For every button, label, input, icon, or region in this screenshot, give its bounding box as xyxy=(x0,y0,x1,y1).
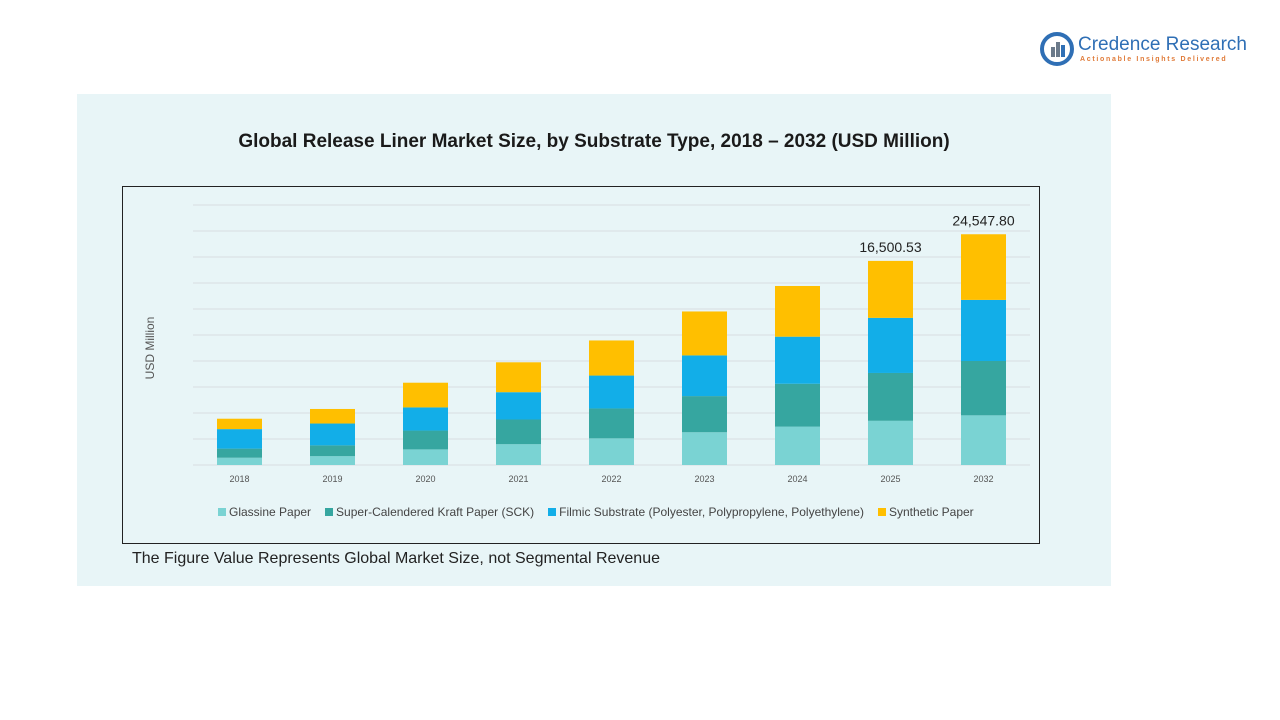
total-label: 24,547.80 xyxy=(952,212,1014,228)
x-tick-label: 2019 xyxy=(322,474,342,484)
bar-segment xyxy=(310,445,355,457)
legend-swatch xyxy=(218,508,226,516)
brand-logo: Credence Research Actionable Insights De… xyxy=(1040,30,1260,70)
bar-segment xyxy=(961,361,1006,416)
bar-segment xyxy=(868,420,913,465)
bar-segment xyxy=(589,375,634,409)
bar-segment xyxy=(310,456,355,465)
legend-item: Synthetic Paper xyxy=(877,505,974,519)
legend-label: Synthetic Paper xyxy=(888,505,974,519)
bar-segment xyxy=(217,457,262,465)
x-tick-label: 2022 xyxy=(601,474,621,484)
chart-panel xyxy=(77,94,1111,586)
bar-segment xyxy=(217,448,262,458)
legend-label: Glassine Paper xyxy=(229,505,312,519)
legend-label: Filmic Substrate (Polyester, Polypropyle… xyxy=(559,505,864,519)
bar-segment xyxy=(310,408,355,424)
x-tick-label: 2021 xyxy=(508,474,528,484)
bar-segment xyxy=(589,340,634,376)
bar-segment xyxy=(403,430,448,450)
legend-label: Super-Calendered Kraft Paper (SCK) xyxy=(336,505,535,519)
bar-segment xyxy=(403,407,448,431)
x-tick-label: 2025 xyxy=(880,474,900,484)
bar-segment xyxy=(775,426,820,465)
chart-footnote: The Figure Value Represents Global Marke… xyxy=(132,550,660,567)
bar-segment xyxy=(682,355,727,397)
x-tick-label: 2020 xyxy=(415,474,435,484)
legend-item: Super-Calendered Kraft Paper (SCK) xyxy=(325,505,534,519)
bar-segment xyxy=(403,449,448,465)
chart-frame xyxy=(122,186,1040,544)
bar-segment xyxy=(961,299,1006,361)
brand-logo-icon xyxy=(1040,32,1074,66)
brand-tagline: Actionable Insights Delivered xyxy=(1080,56,1228,63)
bar-segment xyxy=(682,311,727,356)
bar-segment xyxy=(496,362,541,393)
total-label: 16,500.53 xyxy=(859,239,921,255)
legend-swatch xyxy=(325,508,334,516)
legend-item: Filmic Substrate (Polyester, Polypropyle… xyxy=(548,505,864,519)
legend-swatch xyxy=(877,508,886,516)
bar-segment xyxy=(775,285,820,337)
bar-segment xyxy=(217,429,262,449)
bar-segment xyxy=(403,382,448,408)
bar-segment xyxy=(310,423,355,446)
bar-segment xyxy=(496,392,541,420)
legend-swatch xyxy=(548,508,557,516)
bar-segment xyxy=(868,372,913,421)
bar-segment xyxy=(961,234,1006,300)
bar-segment xyxy=(496,419,541,445)
bar-segment xyxy=(682,396,727,433)
bar-segment xyxy=(589,438,634,465)
brand-name: Credence Research xyxy=(1078,34,1247,55)
chart-title: Global Release Liner Market Size, by Sub… xyxy=(238,131,950,152)
x-tick-label: 2032 xyxy=(973,474,993,484)
bar-segment xyxy=(775,336,820,384)
bar-segment xyxy=(682,432,727,465)
chart-legend: Glassine Paper Super-Calendered Kraft Pap… xyxy=(218,505,974,519)
bar-segment xyxy=(589,408,634,439)
bar-segment xyxy=(217,418,262,430)
bar-segment xyxy=(868,317,913,373)
bar-segment xyxy=(496,444,541,465)
x-tick-label: 2023 xyxy=(694,474,714,484)
x-tick-label: 2018 xyxy=(229,474,249,484)
legend-item: Glassine Paper xyxy=(218,505,311,519)
bar-segment xyxy=(868,260,913,318)
bar-segment xyxy=(961,415,1006,465)
x-tick-label: 2024 xyxy=(787,474,807,484)
bar-segment xyxy=(775,383,820,427)
